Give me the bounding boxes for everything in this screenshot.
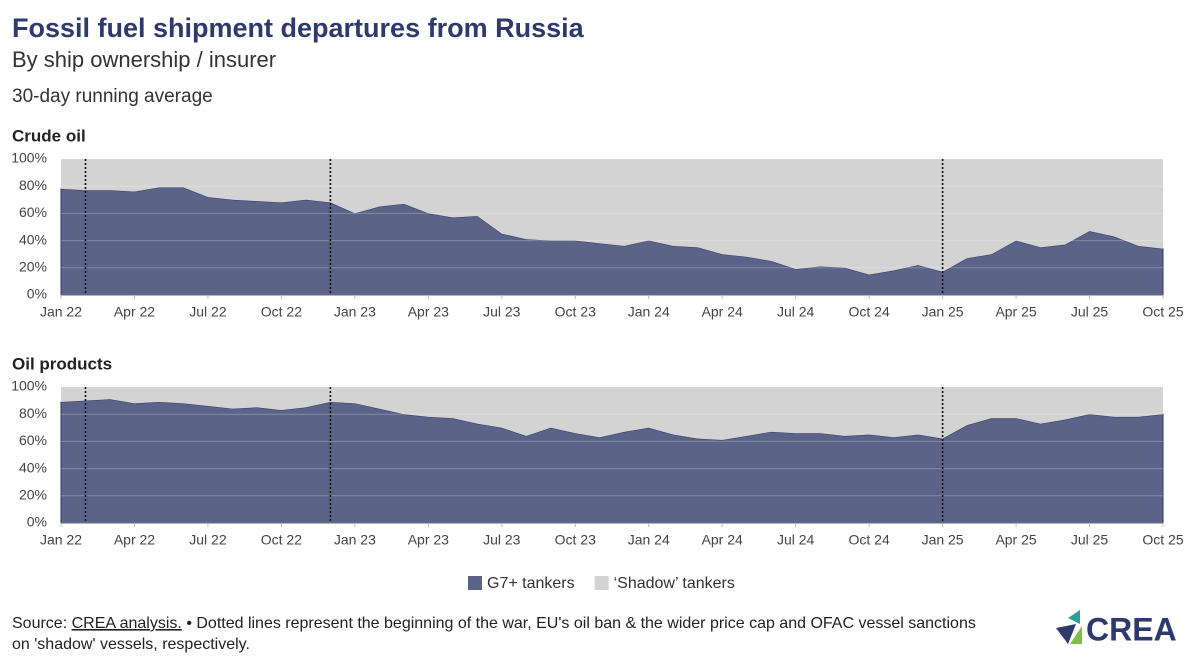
x-tick-label: Apr 24	[702, 532, 743, 548]
y-tick-label: 40%	[19, 459, 47, 475]
x-tick-label: Oct 23	[555, 304, 596, 320]
x-tick-label: Oct 25	[1142, 304, 1183, 320]
area	[61, 387, 1163, 441]
x-tick-label: Jul 25	[1071, 304, 1109, 320]
x-tick-label: Jul 23	[483, 532, 521, 548]
x-tick-label: Oct 25	[1142, 532, 1183, 548]
x-tick-label: Jan 22	[40, 304, 82, 320]
x-tick-label: Oct 23	[555, 532, 596, 548]
x-tick-label: Oct 24	[849, 532, 890, 548]
source-label: Source:	[12, 615, 67, 632]
x-tick-label: Oct 22	[261, 532, 302, 548]
x-tick-label: Apr 23	[408, 532, 449, 548]
x-tick-label: Jul 25	[1071, 532, 1109, 548]
source-text: • Dotted lines represent the beginning o…	[186, 615, 976, 632]
legend-label: G7+ tankers	[487, 575, 575, 592]
y-tick-label: 0%	[27, 514, 47, 530]
source: Source: CREA analysis. • Dotted lines re…	[12, 615, 976, 632]
x-tick-label: Jul 23	[483, 304, 521, 320]
y-tick-label: 100%	[11, 378, 47, 394]
source-link[interactable]: CREA analysis.	[72, 615, 182, 632]
logo-text: CREA	[1086, 611, 1177, 647]
logo-icon	[1068, 610, 1080, 624]
panel-title: Oil products	[12, 354, 112, 373]
x-tick-label: Jul 22	[189, 304, 227, 320]
y-tick-label: 100%	[11, 150, 47, 166]
x-tick-label: Jan 24	[628, 532, 670, 548]
legend-swatch	[468, 576, 482, 590]
x-tick-label: Jan 25	[922, 304, 964, 320]
x-tick-label: Jan 23	[334, 304, 376, 320]
logo-icon	[1056, 624, 1076, 644]
x-tick-label: Jan 25	[922, 532, 964, 548]
x-tick-label: Oct 22	[261, 304, 302, 320]
source-text-cont: on 'shadow' vessels, respectively.	[12, 636, 250, 653]
note: 30-day running average	[12, 86, 213, 107]
logo: CREA	[1056, 610, 1177, 647]
legend-label: ‘Shadow’ tankers	[614, 575, 735, 592]
subtitle: By ship ownership / insurer	[12, 47, 276, 72]
y-tick-label: 0%	[27, 286, 47, 302]
x-tick-label: Apr 22	[114, 304, 155, 320]
y-tick-label: 20%	[19, 259, 47, 275]
y-tick-label: 40%	[19, 231, 47, 247]
x-tick-label: Jan 23	[334, 532, 376, 548]
x-tick-label: Apr 25	[995, 304, 1036, 320]
y-tick-label: 60%	[19, 432, 47, 448]
x-tick-label: Jul 22	[189, 532, 227, 548]
x-tick-label: Apr 25	[995, 532, 1036, 548]
y-tick-label: 80%	[19, 177, 47, 193]
x-tick-label: Apr 24	[702, 304, 743, 320]
area	[61, 159, 1163, 275]
y-tick-label: 20%	[19, 487, 47, 503]
title: Fossil fuel shipment departures from Rus…	[12, 13, 585, 43]
y-tick-label: 80%	[19, 405, 47, 421]
x-tick-label: Oct 24	[849, 304, 890, 320]
x-tick-label: Jul 24	[777, 532, 815, 548]
x-tick-label: Apr 23	[408, 304, 449, 320]
x-tick-label: Jan 22	[40, 532, 82, 548]
panel-title: Crude oil	[12, 126, 86, 145]
logo-icon	[1070, 626, 1082, 644]
y-tick-label: 60%	[19, 204, 47, 220]
x-tick-label: Jul 24	[777, 304, 815, 320]
legend-swatch	[594, 576, 609, 590]
x-tick-label: Jan 24	[628, 304, 670, 320]
x-tick-label: Apr 22	[114, 532, 155, 548]
